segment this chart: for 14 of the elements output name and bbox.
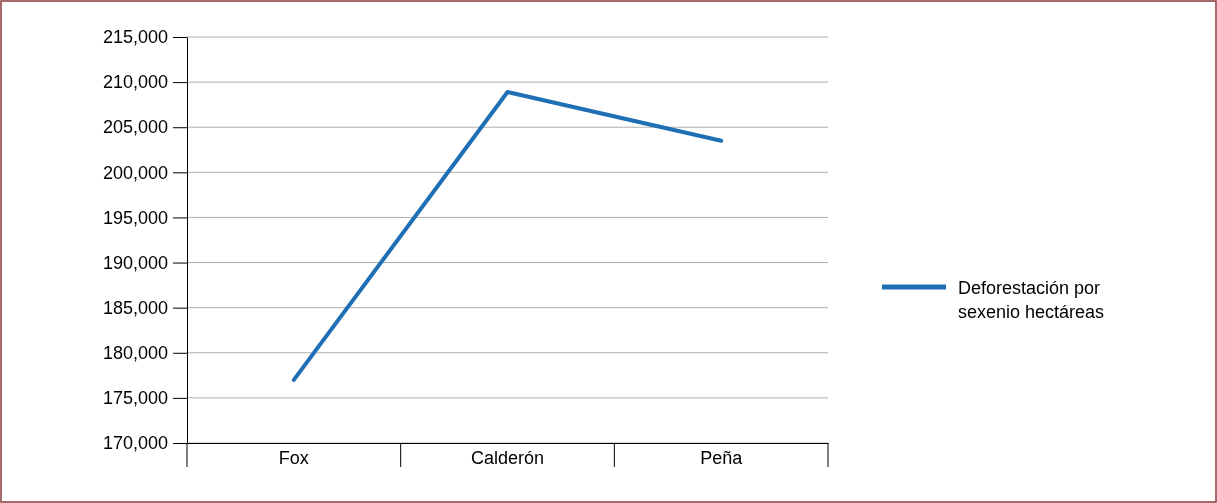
legend-label: Deforestación por sexenio hectáreas <box>958 278 1105 322</box>
y-tick-label: 195,000 <box>102 207 168 228</box>
y-tick-label: 210,000 <box>102 72 168 93</box>
y-tick-label: 200,000 <box>102 162 168 183</box>
y-tick-label: 170,000 <box>102 433 168 454</box>
x-tick-label: Peña <box>700 448 744 468</box>
x-tick-label: Fox <box>278 448 309 468</box>
y-tick-label: 185,000 <box>102 297 168 318</box>
y-tick-label: 180,000 <box>102 343 168 364</box>
y-tick-label: 215,000 <box>102 27 168 48</box>
y-tick-label: 205,000 <box>102 117 168 138</box>
y-tick-label: 175,000 <box>102 388 168 409</box>
x-tick-label: Calderón <box>470 448 545 468</box>
y-tick-label: 190,000 <box>102 252 168 273</box>
